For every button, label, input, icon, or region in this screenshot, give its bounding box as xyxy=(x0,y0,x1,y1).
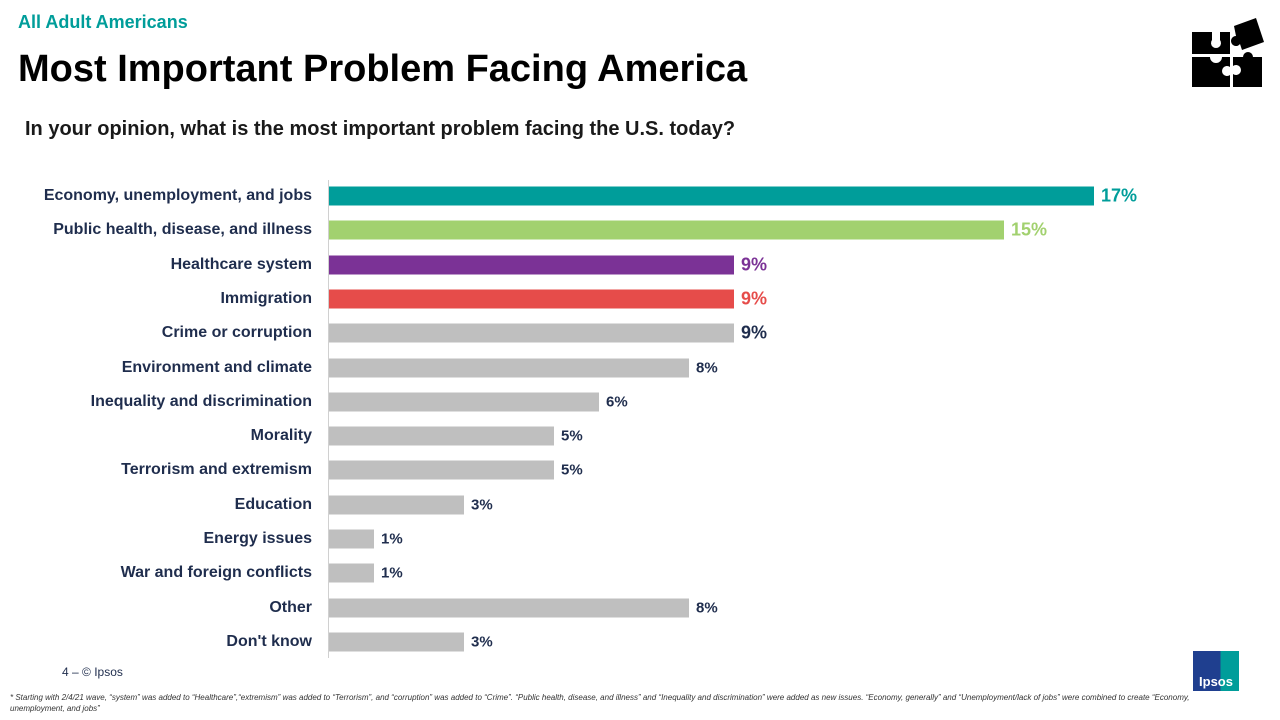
audience-label: All Adult Americans xyxy=(18,12,188,32)
page-title: Most Important Problem Facing America xyxy=(18,48,748,90)
category-label: Environment and climate xyxy=(121,358,312,376)
category-label: Don't know xyxy=(226,632,312,650)
data-label: 15% xyxy=(1011,219,1048,240)
data-label: 3% xyxy=(471,496,493,514)
data-label: 8% xyxy=(696,599,718,617)
category-label: Economy, unemployment, and jobs xyxy=(43,187,312,204)
bar xyxy=(329,426,554,446)
category-label: Healthcare system xyxy=(170,255,312,273)
data-label: 3% xyxy=(471,633,493,651)
category-label: Public health, disease, and illness xyxy=(53,221,312,239)
category-label: Energy issues xyxy=(203,530,313,547)
ipsos-logo: Ipsos xyxy=(1193,651,1239,691)
puzzle-pieces-icon xyxy=(1190,16,1266,90)
bar xyxy=(329,358,689,377)
data-label: 1% xyxy=(381,530,403,548)
ipsos-logo-text: Ipsos xyxy=(1199,674,1233,689)
data-label: 6% xyxy=(606,393,628,411)
bar xyxy=(329,632,464,652)
bar xyxy=(329,289,734,309)
page-number: 4 – © Ipsos xyxy=(62,665,123,679)
data-label: 9% xyxy=(741,254,768,275)
bar xyxy=(329,186,1094,206)
bar xyxy=(329,460,554,480)
bar xyxy=(329,255,734,275)
category-label: War and foreign conflicts xyxy=(120,564,312,582)
footnote: * Starting with 2/4/21 wave, “system” wa… xyxy=(10,693,1190,713)
category-axis-line xyxy=(328,180,329,658)
category-label: Education xyxy=(234,495,312,513)
bar xyxy=(329,323,734,343)
category-label: Morality xyxy=(250,427,312,445)
category-label: Terrorism and extremism xyxy=(121,461,312,479)
bar xyxy=(329,563,374,583)
category-label: Other xyxy=(269,598,312,616)
data-label: 8% xyxy=(696,359,718,376)
bar xyxy=(329,495,464,515)
bar xyxy=(329,220,1004,240)
data-label: 9% xyxy=(741,322,768,343)
data-label: 9% xyxy=(741,288,768,309)
data-label: 5% xyxy=(561,427,583,445)
category-label: Crime or corruption xyxy=(161,324,312,342)
bar xyxy=(329,392,599,412)
bar xyxy=(329,598,689,618)
data-label: 1% xyxy=(381,564,403,582)
category-label: Inequality and discrimination xyxy=(90,392,312,410)
question-text: In your opinion, what is the most import… xyxy=(25,118,736,140)
bar xyxy=(329,529,374,549)
category-label: Immigration xyxy=(220,289,312,307)
data-label: 17% xyxy=(1101,185,1138,206)
data-label: 5% xyxy=(561,461,583,479)
